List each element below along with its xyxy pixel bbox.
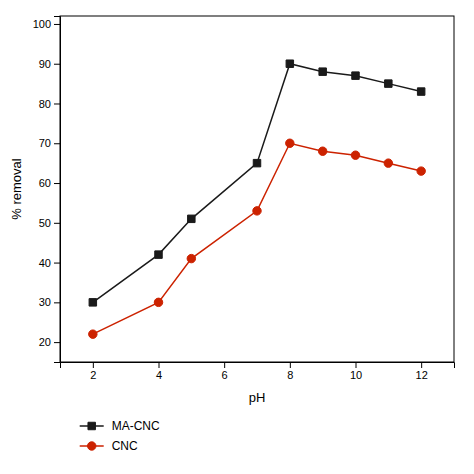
x-tick-mark — [159, 362, 160, 368]
series-marker — [417, 167, 425, 175]
series-marker — [417, 88, 424, 95]
x-tick-mark — [356, 362, 357, 368]
x-tick: 2 — [90, 362, 96, 381]
series-marker — [319, 68, 326, 75]
y-tick: 20 — [39, 336, 60, 348]
y-tick: 40 — [39, 257, 60, 269]
x-tick-label: 4 — [156, 369, 162, 381]
x-tick-label: 12 — [416, 369, 428, 381]
x-axis-title: pH — [249, 390, 266, 405]
x-tick-mark — [421, 362, 422, 368]
y-tick: 100 — [33, 18, 60, 30]
legend-item: MA-CNC — [80, 419, 160, 433]
y-tick-mark — [54, 103, 60, 104]
y-tick-mark — [54, 263, 60, 264]
y-tick-mark — [54, 223, 60, 224]
x-tick-mark — [224, 362, 225, 368]
legend-marker — [87, 442, 95, 450]
legend-item: CNC — [80, 439, 138, 453]
y-tick: 30 — [39, 296, 60, 308]
x-tick: 8 — [287, 362, 293, 381]
x-tick-label: 10 — [350, 369, 362, 381]
series-marker — [89, 299, 96, 306]
x-axis-line — [61, 363, 455, 369]
series — [89, 139, 426, 338]
y-tick: 70 — [39, 137, 60, 149]
series — [89, 60, 425, 306]
x-tick-mark — [290, 362, 291, 368]
series-marker — [385, 80, 392, 87]
chart: 2 4 6 8 10 12 20 30 40 50 60 70 80 90 100 pH % removal MA… — [0, 0, 474, 474]
series-line — [93, 143, 421, 334]
x-tick-label: 6 — [222, 369, 228, 381]
y-axis: 20 30 40 50 60 70 80 90 100 — [33, 17, 61, 363]
y-tick-label: 80 — [39, 98, 51, 110]
legend: MA-CNC CNC — [80, 419, 160, 453]
plot: 2 4 6 8 10 12 20 30 40 50 60 70 80 90 100 — [33, 16, 455, 381]
y-tick-label: 50 — [39, 217, 51, 229]
series-marker — [89, 330, 97, 338]
y-tick-label: 90 — [39, 58, 51, 70]
x-tick-label: 8 — [287, 369, 293, 381]
y-tick-mark — [54, 143, 60, 144]
y-tick-label: 70 — [39, 137, 51, 149]
series-marker — [286, 60, 293, 67]
y-tick: 50 — [39, 217, 60, 229]
series-marker — [352, 72, 359, 79]
y-tick-label: 60 — [39, 177, 51, 189]
y-tick: 90 — [39, 58, 60, 70]
series-marker — [155, 251, 162, 258]
x-tick-label: 2 — [90, 369, 96, 381]
x-tick-mark — [93, 362, 94, 368]
y-tick-label: 40 — [39, 257, 51, 269]
y-tick-mark — [54, 302, 60, 303]
series-marker — [253, 207, 261, 215]
series-marker — [384, 159, 392, 167]
series-line — [93, 64, 421, 303]
y-tick-label: 20 — [39, 336, 51, 348]
plot-frame — [60, 16, 454, 362]
x-tick: 6 — [222, 362, 228, 381]
x-tick: 10 — [350, 362, 362, 381]
x-tick: 4 — [156, 362, 162, 381]
legend-label: CNC — [112, 439, 138, 453]
series-marker — [286, 139, 294, 147]
series-marker — [188, 215, 195, 222]
y-tick-mark — [54, 64, 60, 65]
y-tick-label: 30 — [39, 296, 51, 308]
x-axis: 2 4 6 8 10 12 — [61, 362, 455, 381]
legend-marker — [88, 422, 95, 429]
legend-label: MA-CNC — [112, 419, 160, 433]
y-tick-mark — [54, 342, 60, 343]
y-tick-mark — [54, 183, 60, 184]
x-tick: 12 — [416, 362, 428, 381]
series-marker — [351, 151, 359, 159]
y-tick-mark — [54, 24, 60, 25]
series-marker — [318, 147, 326, 155]
y-axis-line — [54, 17, 61, 363]
series-marker — [253, 159, 260, 166]
series-marker — [187, 254, 195, 262]
y-tick: 80 — [39, 98, 60, 110]
series-marker — [154, 298, 162, 306]
y-axis-title: % removal — [9, 158, 24, 220]
y-tick-label: 100 — [33, 18, 51, 30]
marks — [89, 60, 426, 338]
y-tick: 60 — [39, 177, 60, 189]
